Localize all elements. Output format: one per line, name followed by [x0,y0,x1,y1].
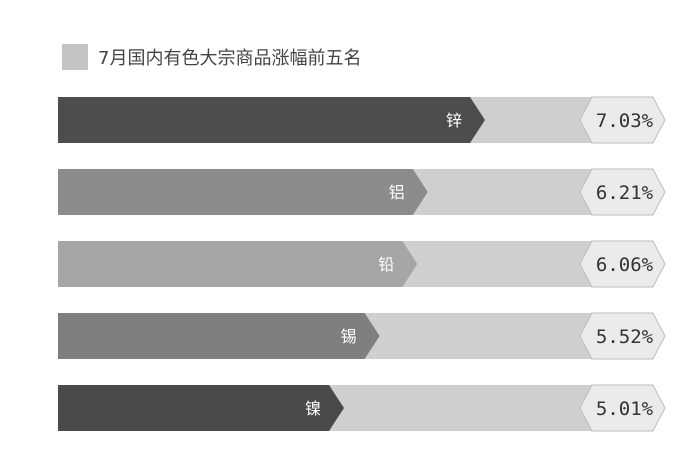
bar-row: 铝 6.21% [58,168,666,216]
bar-row: 铅 6.06% [58,240,666,288]
value-box [579,240,666,288]
bar [58,385,344,431]
bar [58,97,485,143]
value-label: 6.06% [596,254,654,276]
bar [58,241,418,287]
bar-category-label: 锌 [446,111,462,130]
value-label: 5.01% [596,398,654,420]
bar-category-label: 镍 [305,399,321,418]
value-label: 5.52% [596,326,654,348]
value-box [579,384,666,432]
bar [58,313,380,359]
value-box [579,168,666,216]
value-box [579,312,666,360]
bar [58,169,428,215]
legend-swatch [62,44,88,70]
bar-category-label: 锡 [341,327,357,346]
bar-row: 锡 5.52% [58,312,666,360]
value-label: 7.03% [596,110,654,132]
bars-layer: 锌 7.03% 铝 6.21% 铅 6.06% 锡 5.52% 镍 5.01% [58,96,666,432]
bar-row: 镍 5.01% [58,384,666,432]
legend: 7月国内有色大宗商品涨幅前五名 [62,44,361,70]
legend-label: 7月国内有色大宗商品涨幅前五名 [98,48,361,69]
bar-category-label: 铝 [389,183,405,202]
bar-row: 锌 7.03% [58,96,666,144]
value-box [579,96,666,144]
value-label: 6.21% [596,182,654,204]
bar-category-label: 铅 [378,255,394,274]
